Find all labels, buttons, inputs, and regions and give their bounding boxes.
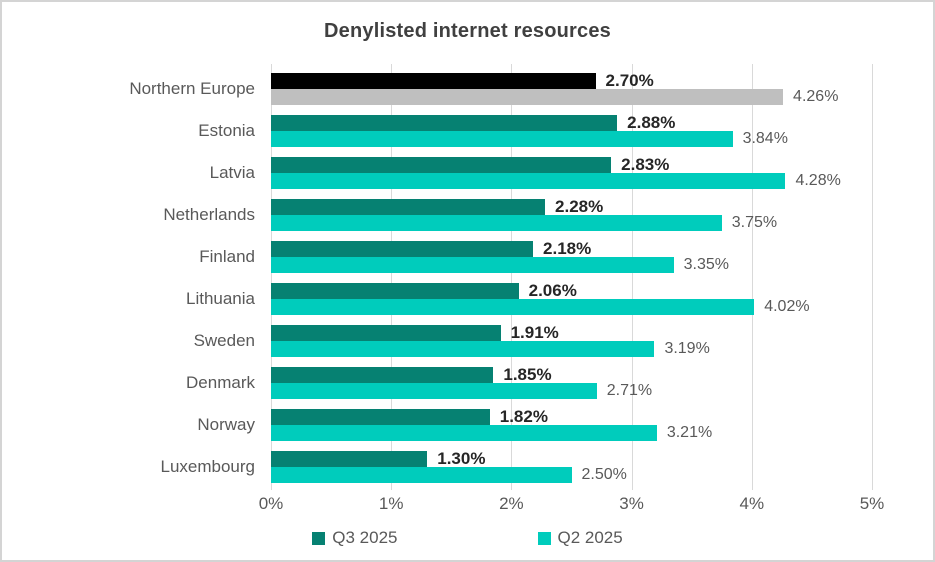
bar-q3 <box>271 325 501 341</box>
category-label: Denmark <box>186 373 255 392</box>
x-tick-label: 4% <box>739 494 765 513</box>
x-axis: 0% 1% 2% 3% 4% 5% <box>259 494 885 516</box>
category-label: Northern Europe <box>129 79 255 98</box>
gridline <box>751 64 753 490</box>
x-tick-label: 1% <box>378 494 404 513</box>
legend-swatch-icon <box>312 531 326 545</box>
legend-label: Q2 2025 <box>557 528 623 547</box>
category-label: Latvia <box>209 163 255 182</box>
category-label: Sweden <box>193 331 255 350</box>
value-label-q3: 1.85% <box>503 365 552 384</box>
bar-q3 <box>271 115 618 131</box>
bar-q2 <box>271 173 786 189</box>
legend-item: Q3 2025 <box>312 528 398 548</box>
bar-q2 <box>271 89 784 105</box>
value-label-q2: 3.75% <box>731 214 778 231</box>
bar-q2 <box>271 299 755 315</box>
chart-title: Denylisted internet resources <box>323 20 611 42</box>
bar-q3 <box>271 367 494 383</box>
bar-q2 <box>271 257 674 273</box>
x-tick-label: 0% <box>258 494 284 513</box>
value-label-q3: 2.28% <box>555 197 604 216</box>
bar-q3 <box>271 409 490 425</box>
bar-q3 <box>271 241 534 257</box>
legend-item: Q2 2025 <box>537 528 623 548</box>
category-label: Norway <box>197 415 255 434</box>
category-label: Finland <box>199 247 255 266</box>
category-label: Luxembourg <box>160 457 255 476</box>
value-label-q3: 2.70% <box>605 71 654 90</box>
value-label-q2: 3.19% <box>664 340 710 357</box>
category-label: Lithuania <box>185 289 255 308</box>
bar-q2 <box>271 131 733 147</box>
value-label-q2: 2.50% <box>581 466 627 483</box>
bar-q3 <box>271 199 546 215</box>
bar-q3 <box>271 157 612 173</box>
x-tick-label: 2% <box>499 494 524 513</box>
category-label: Estonia <box>198 121 255 140</box>
value-label-q2: 3.84% <box>742 130 788 147</box>
value-label-q2: 4.28% <box>795 172 841 189</box>
value-label-q2: 3.21% <box>666 424 713 441</box>
value-label-q3: 2.06% <box>528 281 577 300</box>
bar-q2 <box>271 341 655 357</box>
gridline <box>271 64 272 490</box>
value-label-q2: 4.26% <box>793 88 839 105</box>
category-label: Netherlands <box>163 205 255 224</box>
legend-swatch-icon <box>537 531 551 545</box>
bar-q2 <box>271 215 722 231</box>
value-label-q2: 2.71% <box>606 382 653 399</box>
gridline <box>391 64 393 490</box>
gridline <box>872 64 873 490</box>
value-label-q3: 2.83% <box>621 155 670 174</box>
value-label-q3: 2.18% <box>543 239 592 258</box>
gridline <box>631 64 633 490</box>
value-label-q3: 2.88% <box>627 113 676 132</box>
bar-q2 <box>271 467 572 483</box>
value-label-q3: 1.30% <box>437 449 486 468</box>
plot-area: Northern Europe 2.70% 4.26% Estonia 2.88% 3.8… <box>129 64 873 490</box>
x-tick-label: 3% <box>619 494 644 513</box>
bar-q2 <box>271 425 657 441</box>
bar-q3 <box>271 283 519 299</box>
legend: Q3 2025 Q2 2025 <box>2 528 933 548</box>
gridline <box>511 64 513 490</box>
value-label-q3: 1.82% <box>499 407 548 426</box>
x-tick-label: 5% <box>859 494 885 513</box>
bar-q3 <box>271 73 596 89</box>
bar-q2 <box>271 383 597 399</box>
bar-q3 <box>271 451 428 467</box>
value-label-q2: 3.35% <box>683 256 730 273</box>
value-label-q3: 1.91% <box>510 323 559 342</box>
legend-label: Q3 2025 <box>332 528 398 547</box>
value-label-q2: 4.02% <box>764 298 810 315</box>
